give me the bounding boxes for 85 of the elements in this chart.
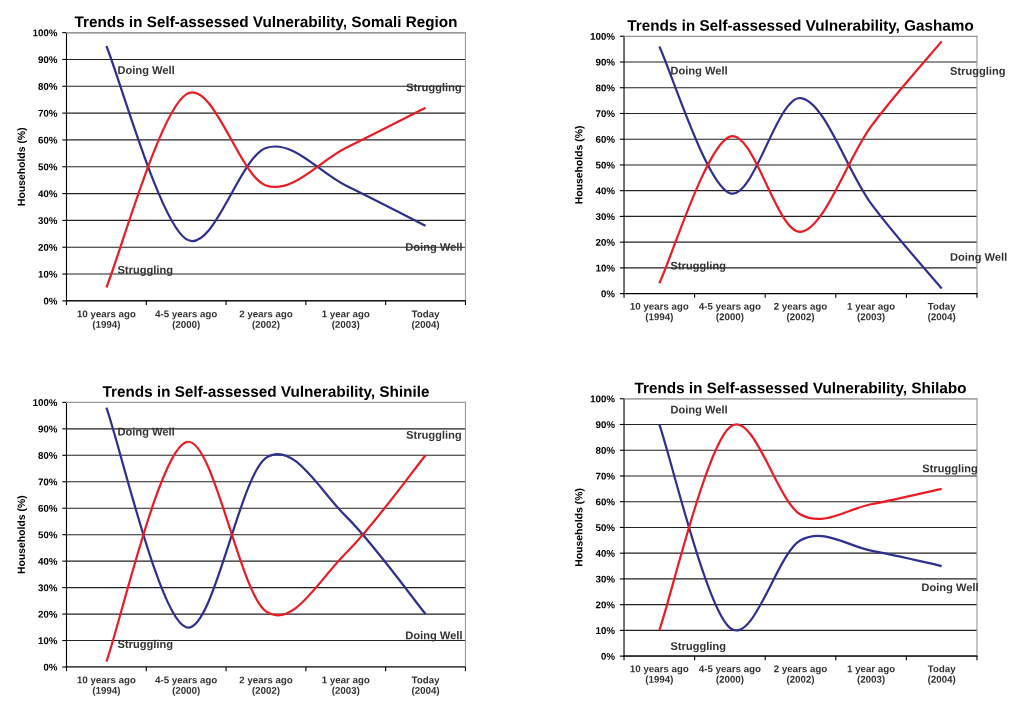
- x-tick-label: Today (2004): [411, 676, 440, 696]
- x-tick-label: 10 years ago (1994): [77, 310, 136, 330]
- x-tick-label: 1 year ago (2003): [322, 676, 370, 696]
- chart-title: Trends in Self-assessed Vulnerability, Shinile: [102, 385, 429, 400]
- y-tick-label: 70%: [38, 478, 58, 486]
- y-tick-label: 0%: [43, 297, 58, 305]
- text: Struggling: [950, 66, 1005, 78]
- y-tick-label: 80%: [38, 452, 58, 459]
- x-tick-label: 10 years ago (1994): [630, 302, 689, 323]
- y-tick-label: 100%: [590, 395, 615, 403]
- y-tick-label: 20%: [595, 238, 615, 246]
- y-tick-label: 30%: [38, 584, 58, 592]
- y-axis-title: Households (%): [574, 488, 585, 567]
- x-tick-label: Today (2004): [927, 665, 956, 685]
- x-tick-label: 10 years ago (1994): [630, 665, 689, 685]
- chart-title: Trends in Self-assessed Vulnerability, Somali Region: [74, 16, 457, 31]
- text: Struggling: [406, 430, 461, 442]
- series-label: Doing Well: [671, 66, 727, 77]
- x-tick-label: 2 years ago (2002): [774, 665, 827, 685]
- y-tick-label: 80%: [595, 446, 615, 454]
- y-tick-label: 100%: [33, 399, 58, 406]
- y-tick-label: 20%: [595, 601, 615, 609]
- y-tick-label: 0%: [601, 290, 615, 298]
- x-tick-label: Today (2004): [411, 310, 440, 330]
- y-tick-label: 80%: [38, 83, 58, 90]
- y-tick-label: 70%: [595, 472, 615, 480]
- x-tick-label: 2 years ago (2002): [239, 676, 293, 696]
- y-tick-label: 30%: [595, 575, 615, 583]
- y-tick-label: 90%: [595, 58, 615, 66]
- y-tick-label: 50%: [595, 524, 615, 532]
- y-tick-label: 80%: [595, 84, 615, 92]
- y-tick-label: 50%: [38, 531, 58, 539]
- y-tick-label: 10%: [38, 637, 58, 645]
- text: Doing Well: [922, 583, 978, 594]
- series-label: Doing Well: [671, 405, 727, 416]
- x-tick-label: 10 years ago (1994): [77, 676, 136, 696]
- y-tick-label: 100%: [33, 29, 58, 37]
- y-tick-label: 30%: [38, 217, 58, 225]
- y-tick-label: 50%: [38, 163, 58, 171]
- y-tick-label: 70%: [595, 110, 615, 118]
- text: Doing Well: [950, 252, 1007, 264]
- y-tick-label: 40%: [595, 187, 615, 195]
- series-label: Doing Well: [118, 427, 174, 438]
- y-tick-label: 90%: [38, 425, 58, 433]
- y-tick-label: 90%: [595, 421, 615, 429]
- x-tick-label: 4-5 years ago (2000): [155, 676, 217, 696]
- y-tick-label: 60%: [595, 498, 615, 506]
- y-tick-label: 30%: [595, 213, 615, 221]
- x-tick-label: 2 years ago (2002): [774, 302, 827, 323]
- text: Struggling: [922, 464, 978, 475]
- y-tick-label: 40%: [38, 190, 58, 198]
- chart-title: Trends in Self-assessed Vulnerability, Gashamo: [627, 19, 974, 34]
- text: Doing Well: [406, 631, 462, 642]
- y-tick-label: 100%: [590, 32, 615, 40]
- series-label: Struggling: [670, 641, 726, 653]
- y-tick-label: 60%: [38, 504, 58, 512]
- y-tick-label: 40%: [38, 557, 58, 565]
- y-tick-label: 70%: [38, 109, 58, 117]
- x-tick-label: 1 year ago (2003): [322, 310, 370, 330]
- x-tick-label: 1 year ago (2003): [847, 302, 895, 323]
- x-tick-label: 4-5 years ago (2000): [155, 310, 217, 330]
- series-label: Struggling: [117, 639, 173, 651]
- y-tick-label: 40%: [595, 549, 615, 557]
- y-axis-title: Households (%): [574, 126, 585, 204]
- y-tick-label: 0%: [601, 652, 615, 660]
- y-tick-label: 50%: [595, 161, 615, 169]
- y-axis-title: Households (%): [17, 495, 28, 574]
- x-tick-label: 1 year ago (2003): [847, 665, 895, 685]
- chart-title: Trends in Self-assessed Vulnerability, Shilabo: [634, 382, 966, 397]
- x-tick-label: 4-5 years ago (2000): [698, 302, 761, 323]
- y-tick-label: 10%: [596, 264, 615, 272]
- y-tick-label: 60%: [595, 135, 615, 143]
- series-label: Doing Well: [118, 65, 174, 77]
- y-axis-title: Households (%): [17, 127, 28, 206]
- y-tick-label: 20%: [38, 243, 58, 251]
- y-tick-label: 0%: [43, 663, 58, 671]
- y-tick-label: 10%: [596, 627, 615, 635]
- x-tick-label: 4-5 years ago (2000): [698, 665, 761, 685]
- x-tick-label: Today (2004): [927, 302, 956, 323]
- y-tick-label: 60%: [38, 136, 58, 144]
- y-tick-label: 20%: [38, 610, 58, 618]
- x-tick-label: 2 years ago (2002): [239, 310, 293, 330]
- series-label: Struggling: [117, 265, 173, 276]
- y-tick-label: 90%: [38, 56, 58, 64]
- y-tick-label: 10%: [38, 270, 58, 278]
